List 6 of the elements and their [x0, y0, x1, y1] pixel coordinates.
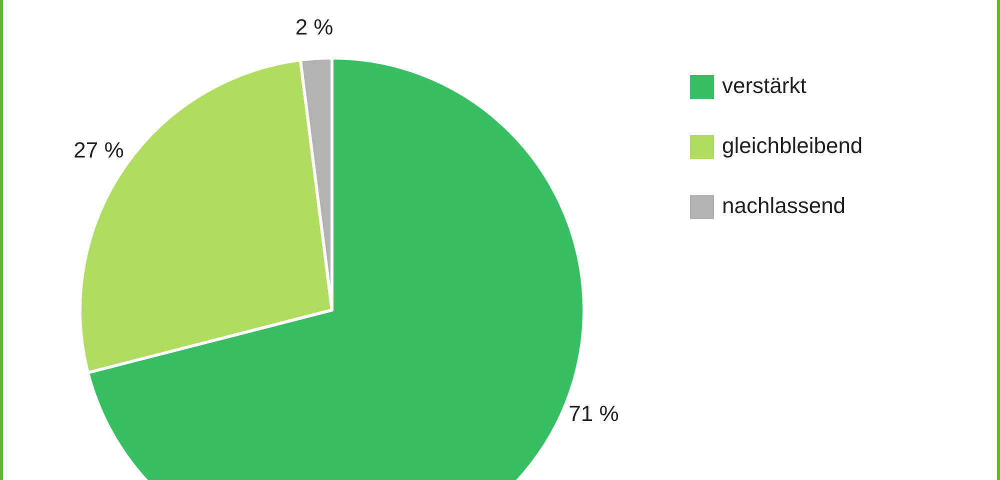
legend-label: gleichbleibend: [722, 132, 863, 158]
data-label: 27 %: [74, 137, 124, 162]
data-label: 71 %: [568, 400, 619, 426]
legend-label: verstärkt: [722, 72, 806, 98]
legend-label: nachlassend: [722, 192, 846, 218]
data-label: 2 %: [295, 14, 334, 40]
